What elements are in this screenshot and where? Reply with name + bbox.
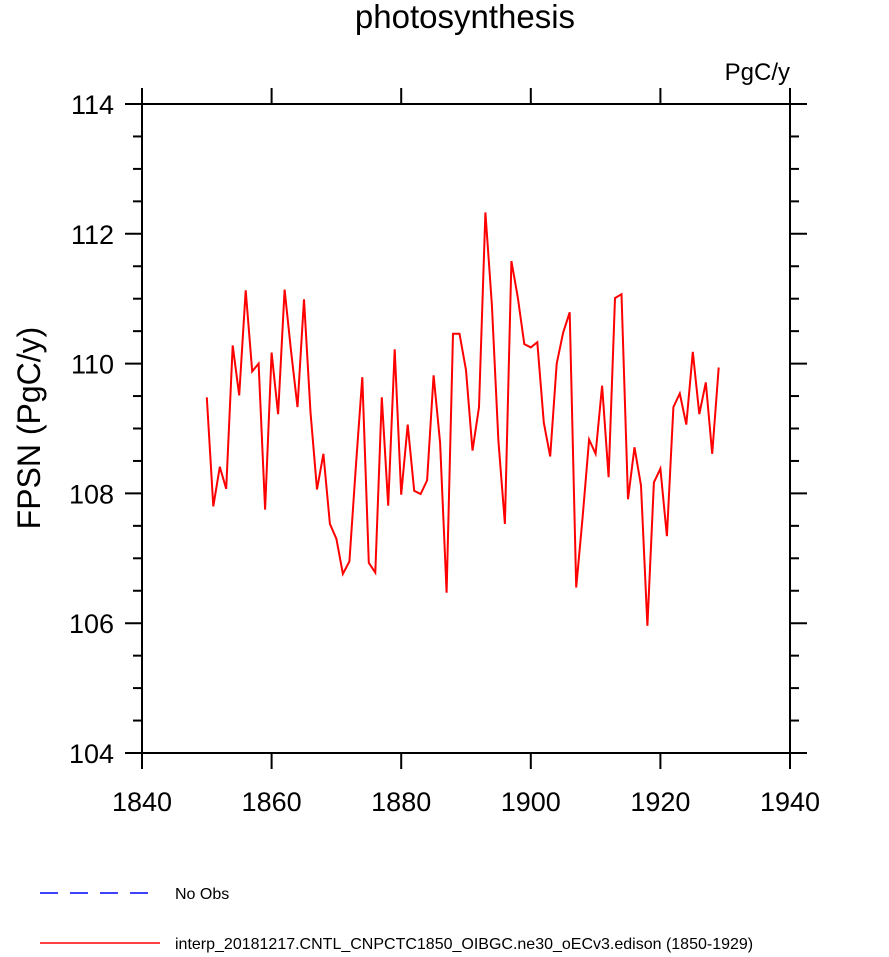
series-line-1: [205, 212, 720, 626]
chart-title: photosynthesis: [355, 0, 575, 35]
y-axis-label: FPSN (PgC/y): [11, 327, 47, 530]
x-tick-label: 1860: [242, 787, 302, 817]
y-tick-label: 108: [69, 479, 114, 509]
legend: No Obs interp_20181217.CNTL_CNPCTC1850_O…: [40, 886, 753, 953]
legend-label-model: interp_20181217.CNTL_CNPCTC1850_OIBGC.ne…: [175, 936, 753, 953]
y-tick-label: 104: [69, 739, 114, 769]
y-tick-label: 110: [71, 350, 114, 380]
y-tick-label: 106: [69, 609, 114, 639]
plot-frame: [141, 103, 791, 754]
axes: [125, 88, 807, 769]
legend-label-no-obs: No Obs: [175, 886, 229, 903]
y-tick-label: 112: [71, 220, 114, 250]
x-tick-label: 1840: [112, 787, 172, 817]
x-tick-label: 1880: [371, 787, 431, 817]
y-tick-label: 114: [71, 90, 114, 120]
units-label: PgC/y: [725, 59, 790, 86]
x-tick-label: 1900: [501, 787, 561, 817]
x-tick-label: 1920: [630, 787, 690, 817]
series-group: [205, 212, 720, 626]
x-tick-label: 1940: [760, 787, 820, 817]
tick-labels: 1840 1860 1880 1900 1920 1940 104 106 108 110 112 1…: [69, 90, 820, 817]
